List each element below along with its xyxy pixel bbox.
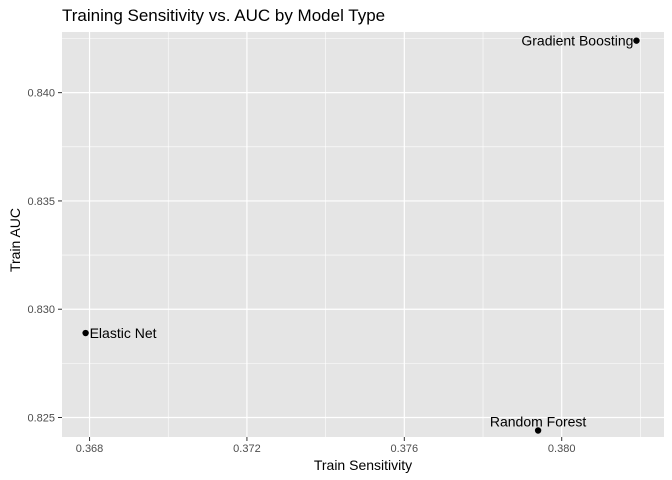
y-tick-label: 0.830 [27, 304, 55, 316]
y-axis-ticks: 0.825 0.830 0.835 0.840 [27, 88, 62, 425]
x-tick-label: 0.380 [548, 443, 576, 455]
x-axis-ticks: 0.368 0.372 0.376 0.380 [76, 437, 576, 455]
point-label: Elastic Net [90, 325, 157, 341]
minor-gridlines [62, 32, 664, 437]
major-gridlines [62, 32, 664, 437]
point-label: Random Forest [490, 414, 587, 430]
y-tick-label: 0.840 [27, 88, 55, 100]
y-axis-title: Train AUC [7, 208, 23, 272]
plot-panel [62, 32, 664, 437]
x-tick-label: 0.372 [233, 443, 261, 455]
data-points: Gradient Boosting Elastic Net Random Fores… [82, 33, 640, 434]
x-tick-label: 0.368 [76, 443, 104, 455]
x-tick-label: 0.376 [391, 443, 419, 455]
chart-title: Training Sensitivity vs. AUC by Model Ty… [62, 6, 385, 25]
point-label: Gradient Boosting [521, 33, 633, 49]
y-tick-label: 0.825 [27, 413, 55, 425]
x-axis-title: Train Sensitivity [314, 457, 412, 473]
y-tick-label: 0.835 [27, 196, 55, 208]
data-point [633, 37, 640, 44]
data-point [82, 329, 89, 337]
data-point [534, 427, 542, 434]
